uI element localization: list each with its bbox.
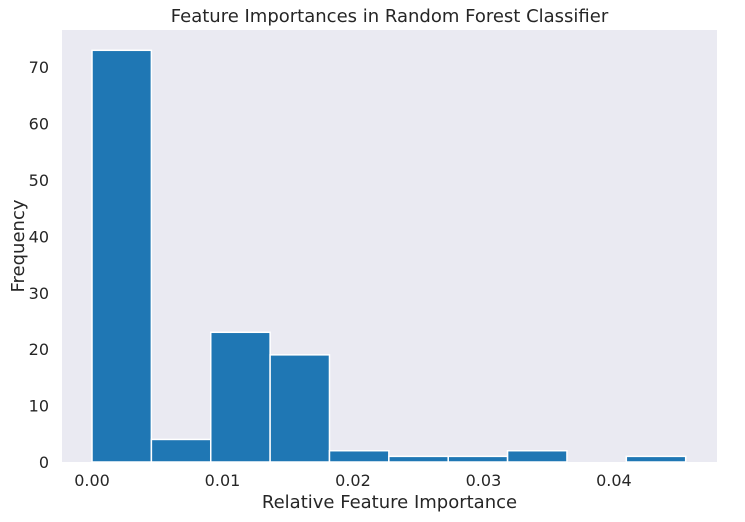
chart-title: Feature Importances in Random Forest Cla… (171, 6, 609, 27)
y-tick-label: 60 (29, 115, 49, 134)
y-axis-ticks: 0 10 20 30 40 50 60 70 (29, 58, 49, 472)
y-axis-label: Frequency (8, 199, 29, 292)
histogram-bar (328, 449, 390, 463)
bars-group (91, 49, 687, 463)
y-tick-label: 0 (39, 453, 49, 472)
x-tick-label: 0.04 (596, 471, 632, 490)
y-tick-label: 20 (29, 340, 49, 359)
histogram-bar (388, 455, 449, 463)
x-tick-label: 0.00 (74, 471, 110, 490)
histogram-bar (209, 331, 271, 463)
histogram-bar (506, 449, 568, 463)
histogram-bar (150, 438, 212, 463)
plot-area (62, 30, 717, 462)
y-tick-label: 40 (29, 227, 49, 246)
x-tick-label: 0.01 (205, 471, 241, 490)
x-axis-ticks: 0.00 0.01 0.02 0.03 0.04 (74, 471, 632, 490)
y-tick-label: 10 (29, 397, 49, 416)
histogram-bar (269, 354, 331, 463)
y-tick-label: 30 (29, 284, 49, 303)
histogram-bar (91, 49, 153, 463)
x-tick-label: 0.03 (466, 471, 502, 490)
y-tick-label: 70 (29, 58, 49, 77)
histogram-bar (447, 455, 509, 463)
histogram-bar (625, 455, 687, 463)
y-tick-label: 50 (29, 171, 49, 190)
x-tick-label: 0.02 (335, 471, 371, 490)
x-axis-label: Relative Feature Importance (262, 492, 517, 513)
